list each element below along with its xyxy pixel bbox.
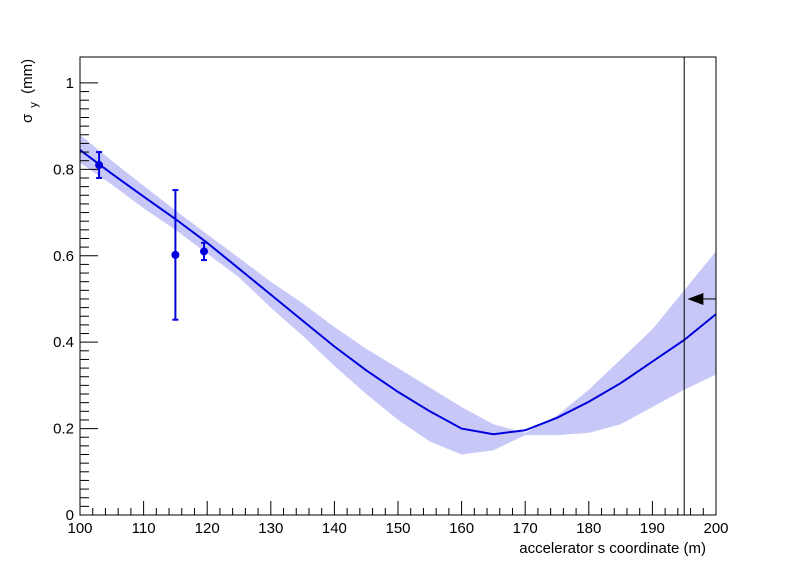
y-tick-label: 0.8 xyxy=(53,161,74,178)
x-tick-label: 130 xyxy=(258,520,283,537)
confidence-band xyxy=(80,134,716,455)
x-tick-label: 180 xyxy=(576,520,601,537)
x-tick-label: 120 xyxy=(195,520,220,537)
plot-area xyxy=(80,57,716,515)
confidence-band-layer xyxy=(80,134,716,455)
fit-line xyxy=(79,149,717,436)
x-tick-label: 170 xyxy=(513,520,538,537)
x-tick-label: 100 xyxy=(67,520,92,537)
x-tick-label: 200 xyxy=(703,520,728,537)
data-points-layer xyxy=(95,151,209,321)
data-point xyxy=(171,250,180,259)
x-tick-label: 110 xyxy=(132,520,156,537)
y-axis-title-symbol: σ xyxy=(19,113,36,123)
y-axis-title-unit: (mm) xyxy=(19,59,36,94)
y-tick-label: 0 xyxy=(66,507,74,524)
y-axis-title-subscript: y xyxy=(28,102,40,108)
x-axis-title: accelerator s coordinate (m) xyxy=(519,540,706,557)
y-tick-label: 0.4 xyxy=(53,334,74,351)
x-tick-label: 140 xyxy=(322,520,347,537)
y-tick-label: 0.6 xyxy=(53,248,74,265)
x-tick-label: 160 xyxy=(449,520,474,537)
x-tick-label: 150 xyxy=(385,520,410,537)
x-tick-label: 190 xyxy=(640,520,665,537)
annotation-layer xyxy=(683,57,716,515)
data-point xyxy=(95,161,104,170)
arrow-head xyxy=(687,292,704,305)
fit-line-layer xyxy=(79,149,717,436)
y-axis-title: σ y (mm) xyxy=(19,59,41,123)
y-tick-label: 0.2 xyxy=(53,421,74,438)
y-axis: 0 0.2 0.4 0.6 0.8 1 xyxy=(53,75,98,524)
y-tick-label: 1 xyxy=(66,75,74,92)
x-axis: 100 110 120 130 140 150 160 170 180 190 200 xyxy=(67,501,729,537)
data-point xyxy=(200,247,209,256)
